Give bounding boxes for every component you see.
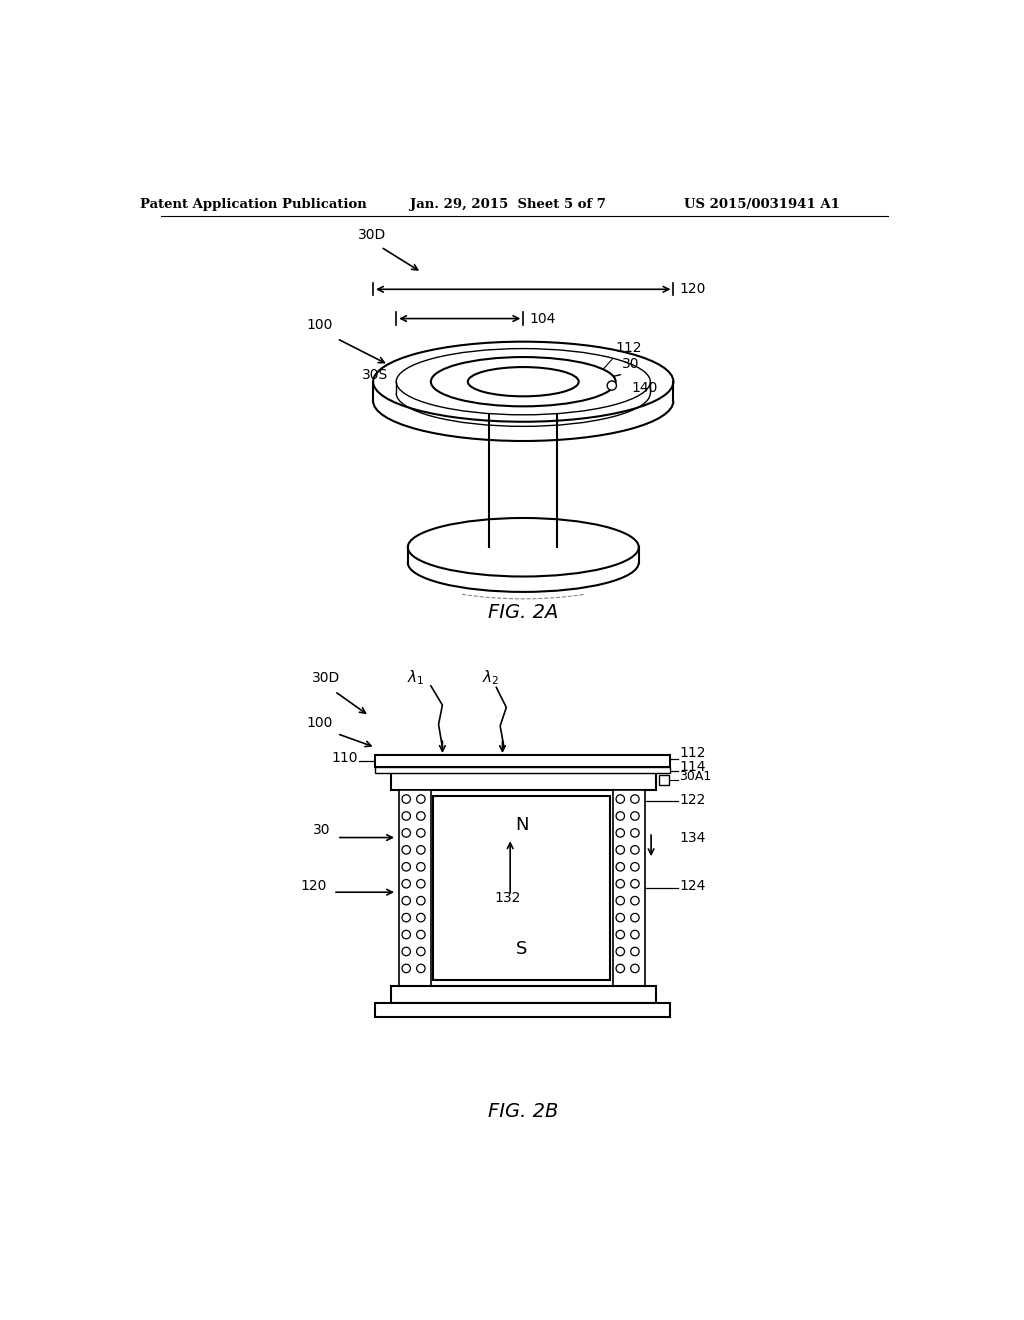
Text: N: N <box>515 816 528 834</box>
Text: $\lambda_1$: $\lambda_1$ <box>407 668 424 686</box>
Circle shape <box>631 862 639 871</box>
Text: US 2015/0031941 A1: US 2015/0031941 A1 <box>684 198 840 211</box>
Circle shape <box>607 381 616 391</box>
Ellipse shape <box>373 342 674 422</box>
Circle shape <box>616 896 625 906</box>
Text: 100: 100 <box>306 318 333 333</box>
Circle shape <box>417 913 425 921</box>
Text: 120: 120 <box>680 282 706 296</box>
Text: 30D: 30D <box>357 228 386 243</box>
Text: 122: 122 <box>680 792 706 807</box>
Circle shape <box>402 829 411 837</box>
Circle shape <box>417 846 425 854</box>
Circle shape <box>616 964 625 973</box>
Circle shape <box>402 948 411 956</box>
Text: 112: 112 <box>680 746 707 760</box>
Circle shape <box>616 879 625 888</box>
Ellipse shape <box>396 348 650 414</box>
Circle shape <box>402 913 411 921</box>
Circle shape <box>402 964 411 973</box>
Circle shape <box>417 879 425 888</box>
Bar <box>376 1003 670 1016</box>
Circle shape <box>402 931 411 939</box>
Circle shape <box>417 795 425 804</box>
Circle shape <box>402 896 411 906</box>
Circle shape <box>616 812 625 820</box>
Circle shape <box>631 879 639 888</box>
Ellipse shape <box>468 367 579 396</box>
Circle shape <box>616 846 625 854</box>
Circle shape <box>631 948 639 956</box>
Bar <box>391 774 655 789</box>
Circle shape <box>631 812 639 820</box>
Text: FIG. 2B: FIG. 2B <box>488 1102 558 1121</box>
Circle shape <box>616 931 625 939</box>
Text: 30S: 30S <box>361 368 388 383</box>
Circle shape <box>616 795 625 804</box>
Circle shape <box>402 862 411 871</box>
Bar <box>398 789 431 986</box>
Text: 114: 114 <box>680 760 707 775</box>
Bar <box>391 986 655 1003</box>
Text: 30: 30 <box>313 824 331 837</box>
Circle shape <box>417 812 425 820</box>
Bar <box>612 789 645 986</box>
Circle shape <box>616 862 625 871</box>
Text: Jan. 29, 2015  Sheet 5 of 7: Jan. 29, 2015 Sheet 5 of 7 <box>410 198 606 211</box>
Circle shape <box>402 795 411 804</box>
Circle shape <box>631 964 639 973</box>
Circle shape <box>417 829 425 837</box>
Text: 140: 140 <box>631 381 657 395</box>
Text: 30D: 30D <box>311 671 340 685</box>
Circle shape <box>616 948 625 956</box>
Circle shape <box>616 913 625 921</box>
Text: 110: 110 <box>331 751 357 766</box>
Circle shape <box>631 846 639 854</box>
Circle shape <box>616 829 625 837</box>
Bar <box>433 796 610 979</box>
Text: $\lambda_2$: $\lambda_2$ <box>482 668 500 686</box>
Text: 100: 100 <box>306 715 333 730</box>
Text: 112: 112 <box>615 342 642 355</box>
Circle shape <box>402 879 411 888</box>
Circle shape <box>631 829 639 837</box>
Text: 104: 104 <box>529 312 556 326</box>
Circle shape <box>631 913 639 921</box>
Text: 124: 124 <box>680 879 706 892</box>
Text: 132: 132 <box>495 891 521 904</box>
Circle shape <box>631 896 639 906</box>
Text: 30A1: 30A1 <box>680 770 712 783</box>
Circle shape <box>402 846 411 854</box>
Circle shape <box>417 862 425 871</box>
Circle shape <box>402 812 411 820</box>
Circle shape <box>417 896 425 906</box>
Bar <box>376 767 670 774</box>
Ellipse shape <box>431 358 615 407</box>
Circle shape <box>417 948 425 956</box>
Bar <box>376 755 670 767</box>
Text: 134: 134 <box>680 832 706 845</box>
Bar <box>658 775 669 785</box>
Text: 120: 120 <box>300 879 327 892</box>
Text: FIG. 2A: FIG. 2A <box>488 603 558 622</box>
Circle shape <box>417 964 425 973</box>
Text: Patent Application Publication: Patent Application Publication <box>140 198 368 211</box>
Circle shape <box>631 931 639 939</box>
Text: S: S <box>516 940 527 958</box>
Text: 30: 30 <box>622 356 639 371</box>
Circle shape <box>417 931 425 939</box>
Circle shape <box>631 795 639 804</box>
